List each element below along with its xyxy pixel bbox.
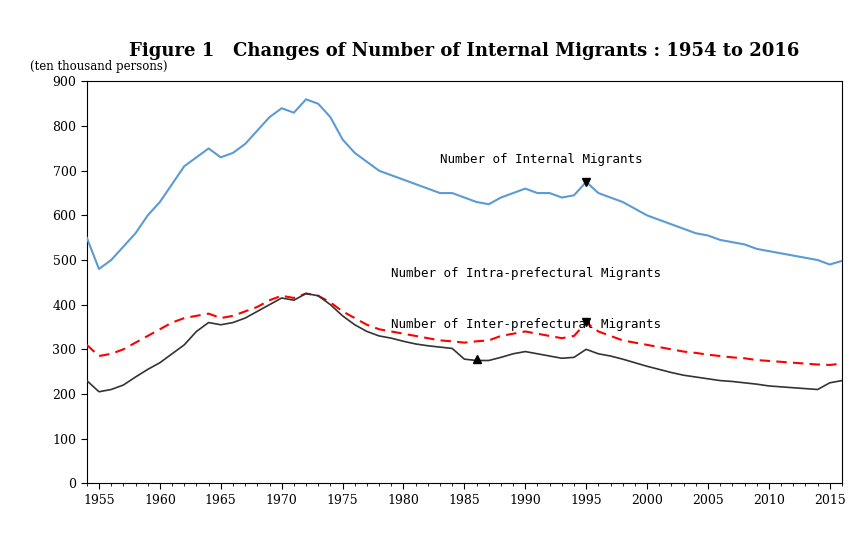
Text: (ten thousand persons): (ten thousand persons) [30, 60, 168, 73]
Text: Number of Inter-prefectural Migrants: Number of Inter-prefectural Migrants [391, 318, 661, 331]
Text: Number of Intra-prefectural Migrants: Number of Intra-prefectural Migrants [391, 267, 661, 280]
Title: Figure 1   Changes of Number of Internal Migrants : 1954 to 2016: Figure 1 Changes of Number of Internal M… [129, 42, 799, 60]
Text: Number of Internal Migrants: Number of Internal Migrants [440, 153, 642, 166]
